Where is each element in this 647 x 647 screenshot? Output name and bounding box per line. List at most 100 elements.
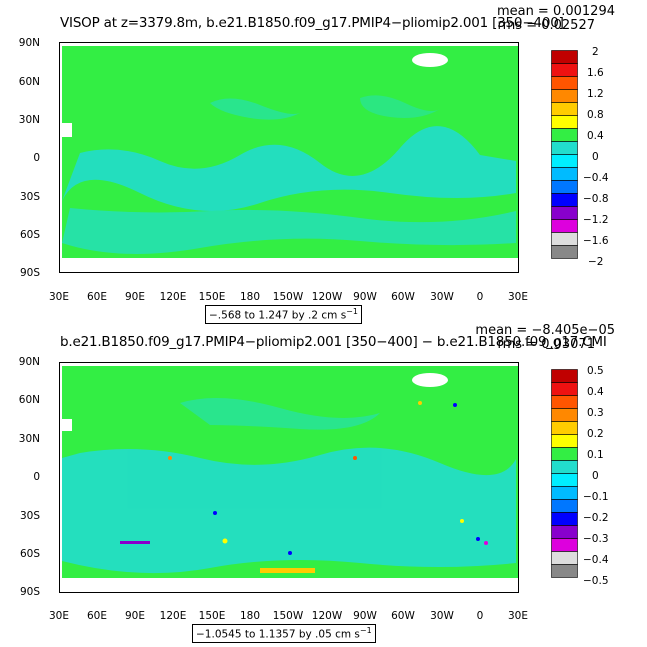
colorbar-swatch xyxy=(551,102,578,116)
colorbar-swatch xyxy=(551,154,578,168)
panel-1-lat-60s: 60S xyxy=(19,229,40,241)
panel-1-lon-label: 180 xyxy=(239,291,261,303)
panel-1-lon-label: 30W xyxy=(430,291,454,303)
panel-2-cbar-label: 0.4 xyxy=(587,386,604,398)
panel-1-lon-label: 150W xyxy=(272,291,304,303)
panel-1-lat-90s: 90S xyxy=(19,267,40,279)
colorbar-swatch xyxy=(551,128,578,142)
colorbar-swatch xyxy=(551,382,578,396)
panel-2-rms: rms = 0.03071 xyxy=(497,337,595,352)
panel-2-cbar-label: 0 xyxy=(592,470,599,482)
panel-1-range-exponent: −1 xyxy=(346,307,358,316)
colorbar-swatch xyxy=(551,551,578,565)
panel-1-lon-label: 120E xyxy=(159,291,187,303)
panel-2-range-exponent: −1 xyxy=(359,626,372,635)
panel-2-cbar-label: 0.2 xyxy=(587,428,604,440)
panel-1-lat-60n: 60N xyxy=(18,76,40,88)
panel-2-cbar-label: 0.1 xyxy=(587,449,604,461)
panel-2-lon-label: 60E xyxy=(87,610,107,622)
panel-1-lat-30s: 30S xyxy=(19,191,40,203)
colorbar-swatch xyxy=(551,232,578,246)
panel-1-lon-label: 0 xyxy=(476,291,484,303)
panel-1-lon-label: 30E xyxy=(49,291,69,303)
colorbar-swatch xyxy=(551,525,578,539)
panel-2-title: b.e21.B1850.f09_g17.PMIP4−pliomip2.001 [… xyxy=(60,334,607,350)
panel-1-lon-label: 120W xyxy=(311,291,343,303)
panel-2-lon-label: 150W xyxy=(272,610,304,622)
colorbar-swatch xyxy=(551,76,578,90)
panel-1-lon-label: 90E xyxy=(125,291,145,303)
colorbar-swatch xyxy=(551,434,578,448)
panel-1-lon-label: 150E xyxy=(198,291,226,303)
panel-2-lon-label: 30E xyxy=(508,610,528,622)
colorbar-swatch xyxy=(551,180,578,194)
panel-2-lat-30s: 30S xyxy=(19,510,40,522)
panel-2-lon-label: 90W xyxy=(353,610,377,622)
panel-1-title: VISOP at z=3379.8m, b.e21.B1850.f09_g17.… xyxy=(60,15,564,31)
panel-1-colorbar: 2 1.6 1.2 0.8 0.4 0 −0.4 −0.8 −1.2 −1.6 … xyxy=(551,46,641,268)
colorbar-swatch xyxy=(551,486,578,500)
colorbar-swatch xyxy=(551,460,578,474)
panel-2-lat-60n: 60N xyxy=(18,394,40,406)
panel-1-cbar-label: 2 xyxy=(592,46,599,58)
panel-1-lon-label: 60W xyxy=(391,291,415,303)
panel-2-colorbar-swatches xyxy=(551,369,578,578)
colorbar-swatch xyxy=(551,219,578,233)
panel-2-colorbar: 0.5 0.4 0.3 0.2 0.1 0 −0.1 −0.2 −0.3 −0.… xyxy=(551,365,641,587)
panel-1-cbar-label: 0.4 xyxy=(587,130,604,142)
panel-1-lat-90n: 90N xyxy=(18,37,40,49)
panel-1-cbar-label: −1.2 xyxy=(583,214,609,226)
panel-1-lon-label: 60E xyxy=(87,291,107,303)
panel-2-mean: mean = −8.405e−05 xyxy=(475,323,615,338)
panel-1-rms: rms = 0.02527 xyxy=(497,18,595,33)
panel-1-cbar-label: −0.8 xyxy=(583,193,609,205)
panel-1-range-text: −.568 to 1.247 by .2 cm s xyxy=(209,309,347,322)
colorbar-swatch xyxy=(551,50,578,64)
panel-1-lon-label: 90W xyxy=(353,291,377,303)
colorbar-swatch xyxy=(551,564,578,578)
panel-2-cbar-label: −0.2 xyxy=(583,512,609,524)
colorbar-swatch xyxy=(551,473,578,487)
panel-2-lat-60s: 60S xyxy=(19,548,40,560)
panel-1-cbar-label: 1.2 xyxy=(587,88,604,100)
panel-2-lon-label: 30E xyxy=(49,610,69,622)
panel-2-lat-90n: 90N xyxy=(18,356,40,368)
panel-2-lon-label: 120E xyxy=(159,610,187,622)
panel-2-map xyxy=(59,362,519,593)
panel-2-lon-label: 150E xyxy=(198,610,226,622)
panel-1-colorbar-swatches xyxy=(551,50,578,259)
panel-2-cbar-label: −0.4 xyxy=(583,554,609,566)
panel-2-lat-30n: 30N xyxy=(18,433,40,445)
panel-2-cbar-label: 0.5 xyxy=(587,365,604,377)
colorbar-swatch xyxy=(551,115,578,129)
panel-1-contour-range: −.568 to 1.247 by .2 cm s−1 xyxy=(205,305,362,324)
panel-2-range-text: −1.0545 to 1.1357 by .05 cm s xyxy=(196,628,360,641)
panel-2-cbar-label: −0.3 xyxy=(583,533,609,545)
panel-2-contour-range: −1.0545 to 1.1357 by .05 cm s−1 xyxy=(192,624,376,643)
colorbar-swatch xyxy=(551,421,578,435)
panel-1-mean: mean = 0.001294 xyxy=(496,4,615,19)
colorbar-swatch xyxy=(551,167,578,181)
panel-2-map-field xyxy=(60,363,518,592)
colorbar-swatch xyxy=(551,408,578,422)
panel-2-lon-label: 180 xyxy=(239,610,261,622)
panel-2-cbar-label: −0.1 xyxy=(583,491,609,503)
panel-1-cbar-label: 0 xyxy=(592,151,599,163)
colorbar-swatch xyxy=(551,369,578,383)
panel-1-cbar-label: −1.6 xyxy=(583,235,609,247)
panel-1-cbar-label: −0.4 xyxy=(583,172,609,184)
panel-2-lon-label: 90E xyxy=(125,610,145,622)
colorbar-swatch xyxy=(551,395,578,409)
colorbar-swatch xyxy=(551,206,578,220)
colorbar-swatch xyxy=(551,538,578,552)
colorbar-swatch xyxy=(551,141,578,155)
panel-2-lon-label: 30W xyxy=(430,610,454,622)
colorbar-swatch xyxy=(551,447,578,461)
colorbar-swatch xyxy=(551,499,578,513)
panel-2-lon-label: 60W xyxy=(391,610,415,622)
panel-1-cbar-label: 1.6 xyxy=(587,67,604,79)
panel-1-cbar-label: −2 xyxy=(588,256,604,268)
panel-1-cbar-label: 0.8 xyxy=(587,109,604,121)
colorbar-swatch xyxy=(551,193,578,207)
panel-1-lat-0: 0 xyxy=(33,152,40,164)
